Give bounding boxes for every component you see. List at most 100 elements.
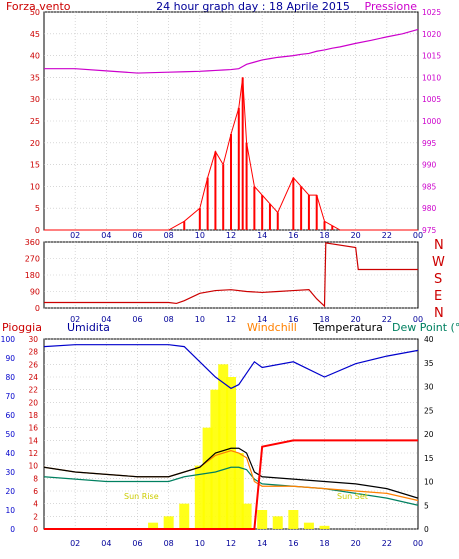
wind-pressure-series bbox=[44, 28, 419, 231]
rain-y-tick-label: 6 bbox=[33, 487, 38, 496]
rain-y-tick-label: 28 bbox=[28, 348, 38, 357]
x-tick-label: 10 bbox=[195, 315, 205, 324]
humidity-y-tick-label: 0 bbox=[10, 525, 15, 534]
temperature-y-tick-label: 10 bbox=[424, 478, 434, 487]
solar-radiation-bar bbox=[210, 389, 221, 529]
solar-radiation-bar bbox=[202, 427, 213, 529]
humidity-y-tick-label: 90 bbox=[5, 354, 15, 363]
rain-y-tick-label: 16 bbox=[28, 424, 38, 433]
temperature-y-tick-label: 20 bbox=[424, 430, 434, 439]
x-tick-label: 00 bbox=[413, 231, 423, 240]
compass-label-n-top: N bbox=[434, 238, 444, 253]
rain-y-tick-label: 30 bbox=[28, 335, 38, 344]
rain-y-tick-label: 26 bbox=[28, 360, 38, 369]
rain-line bbox=[44, 439, 418, 530]
solar-radiation-bar bbox=[148, 522, 159, 529]
solar-radiation-bar bbox=[272, 516, 283, 529]
x-tick-label: 08 bbox=[164, 231, 174, 240]
humidity-y-tick-label: 60 bbox=[5, 411, 15, 420]
x-tick-label: 04 bbox=[101, 539, 111, 548]
wind-direction-line bbox=[44, 242, 418, 308]
pressure-y-tick-label: 995 bbox=[422, 139, 437, 148]
wind-y-tick-label: 25 bbox=[30, 117, 40, 126]
wind-y-tick-label: 10 bbox=[30, 182, 40, 191]
x-tick-label: 04 bbox=[101, 315, 111, 324]
humidity-label: Umidita bbox=[67, 321, 110, 334]
temperature-y-tick-label: 35 bbox=[424, 359, 434, 368]
wind-y-tick-label: 0 bbox=[35, 226, 40, 235]
pressure-y-tick-label: 975 bbox=[422, 226, 437, 235]
x-tick-label: 06 bbox=[132, 539, 142, 548]
x-tick-label: 20 bbox=[351, 231, 361, 240]
dewpoint-label: Dew Point (°C bbox=[392, 321, 459, 334]
x-tick-label: 22 bbox=[382, 315, 392, 324]
wind-speed-line bbox=[44, 77, 418, 231]
x-tick-label: 20 bbox=[351, 539, 361, 548]
humidity-y-tick-label: 20 bbox=[5, 487, 15, 496]
wind-y-tick-label: 40 bbox=[30, 52, 40, 61]
solar-radiation-bar bbox=[226, 377, 236, 529]
x-tick-label: 08 bbox=[164, 315, 174, 324]
compass-label-e: E bbox=[434, 289, 442, 304]
x-tick-label: 12 bbox=[226, 315, 236, 324]
x-tick-label: 16 bbox=[288, 315, 298, 324]
page-title: 24 hour graph day : 18 Aprile 2015 bbox=[156, 0, 350, 13]
x-tick-label: 22 bbox=[382, 231, 392, 240]
wind-y-tick-label: 5 bbox=[35, 204, 40, 213]
x-tick-label: 22 bbox=[382, 539, 392, 548]
pressure-y-tick-label: 985 bbox=[422, 182, 437, 191]
x-tick-label: 14 bbox=[257, 315, 267, 324]
direction-y-tick-label: 90 bbox=[30, 288, 40, 297]
pressure-y-tick-label: 1000 bbox=[422, 117, 441, 126]
rain-label: Pioggia bbox=[2, 321, 42, 334]
wind-y-tick-label: 20 bbox=[30, 139, 40, 148]
rain-y-tick-label: 24 bbox=[28, 373, 38, 382]
solar-radiation-bar bbox=[257, 510, 268, 529]
solar-radiation-bar bbox=[288, 510, 299, 529]
wind-direction-series bbox=[44, 242, 418, 308]
x-tick-label: 00 bbox=[413, 539, 423, 548]
x-tick-label: 06 bbox=[132, 231, 142, 240]
rain-y-tick-label: 22 bbox=[28, 386, 38, 395]
humidity-y-tick-label: 100 bbox=[1, 335, 16, 344]
wind-y-tick-label: 15 bbox=[30, 161, 40, 170]
temperature-label: Temperatura bbox=[312, 321, 383, 334]
temperature-y-tick-label: 40 bbox=[424, 335, 434, 344]
x-tick-label: 18 bbox=[319, 315, 329, 324]
pressure-line bbox=[44, 28, 419, 74]
x-tick-label: 02 bbox=[70, 231, 80, 240]
humidity-y-tick-label: 50 bbox=[5, 430, 15, 439]
humidity-y-tick-label: 30 bbox=[5, 468, 15, 477]
pressure-y-tick-label: 1020 bbox=[422, 30, 441, 39]
rain-y-tick-label: 20 bbox=[28, 398, 38, 407]
sunrise-annotation: Sun Rise bbox=[124, 492, 159, 501]
humidity-y-tick-label: 40 bbox=[5, 449, 15, 458]
direction-y-tick-label: 270 bbox=[25, 255, 40, 264]
solar-radiation-bar bbox=[179, 503, 190, 529]
rain-y-tick-label: 14 bbox=[28, 436, 38, 445]
x-tick-label: 18 bbox=[319, 231, 329, 240]
pressure-y-tick-label: 990 bbox=[422, 161, 437, 170]
temperature-y-tick-label: 0 bbox=[424, 525, 429, 534]
wind-y-tick-label: 35 bbox=[30, 73, 40, 82]
compass-label-s: S bbox=[434, 272, 442, 287]
wind-y-tick-label: 50 bbox=[30, 8, 40, 17]
rain-y-tick-label: 18 bbox=[28, 411, 38, 420]
rain-humidity-temp-series bbox=[43, 344, 419, 530]
pressure-y-tick-label: 980 bbox=[422, 204, 437, 213]
x-tick-label: 04 bbox=[101, 231, 111, 240]
wind-y-tick-label: 30 bbox=[30, 95, 40, 104]
wind-axis-label: Forza vento bbox=[6, 0, 71, 13]
x-tick-label: 20 bbox=[351, 315, 361, 324]
temperature-line bbox=[43, 447, 419, 499]
compass-label-w: W bbox=[432, 255, 445, 270]
x-tick-label: 14 bbox=[257, 539, 267, 548]
rain-y-tick-label: 4 bbox=[33, 500, 38, 509]
x-tick-label: 12 bbox=[226, 539, 236, 548]
compass-label-n-bottom: N bbox=[434, 306, 444, 321]
humidity-y-tick-label: 70 bbox=[5, 392, 15, 401]
temperature-y-tick-label: 30 bbox=[424, 383, 434, 392]
rain-y-tick-label: 10 bbox=[28, 462, 38, 471]
